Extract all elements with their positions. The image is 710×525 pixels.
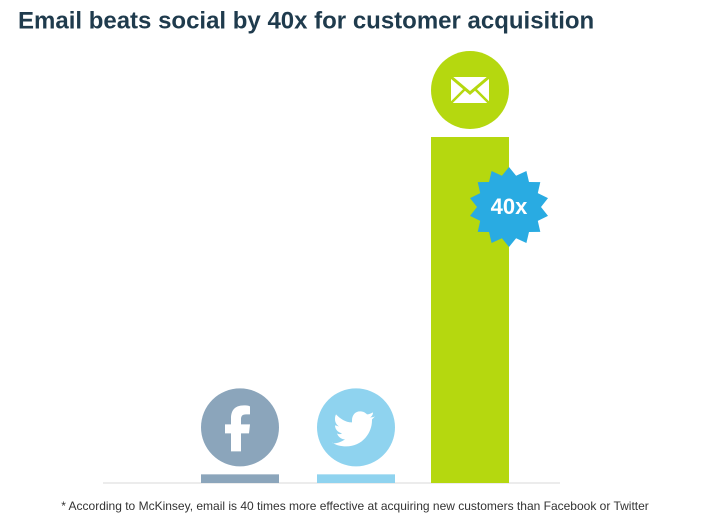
chart-title: Email beats social by 40x for customer a… — [18, 7, 594, 34]
bar — [317, 474, 395, 483]
footnote: * According to McKinsey, email is 40 tim… — [61, 499, 649, 513]
icon — [449, 75, 491, 105]
badge — [470, 167, 548, 247]
bar — [201, 474, 279, 483]
value-label: 40x — [491, 194, 528, 219]
